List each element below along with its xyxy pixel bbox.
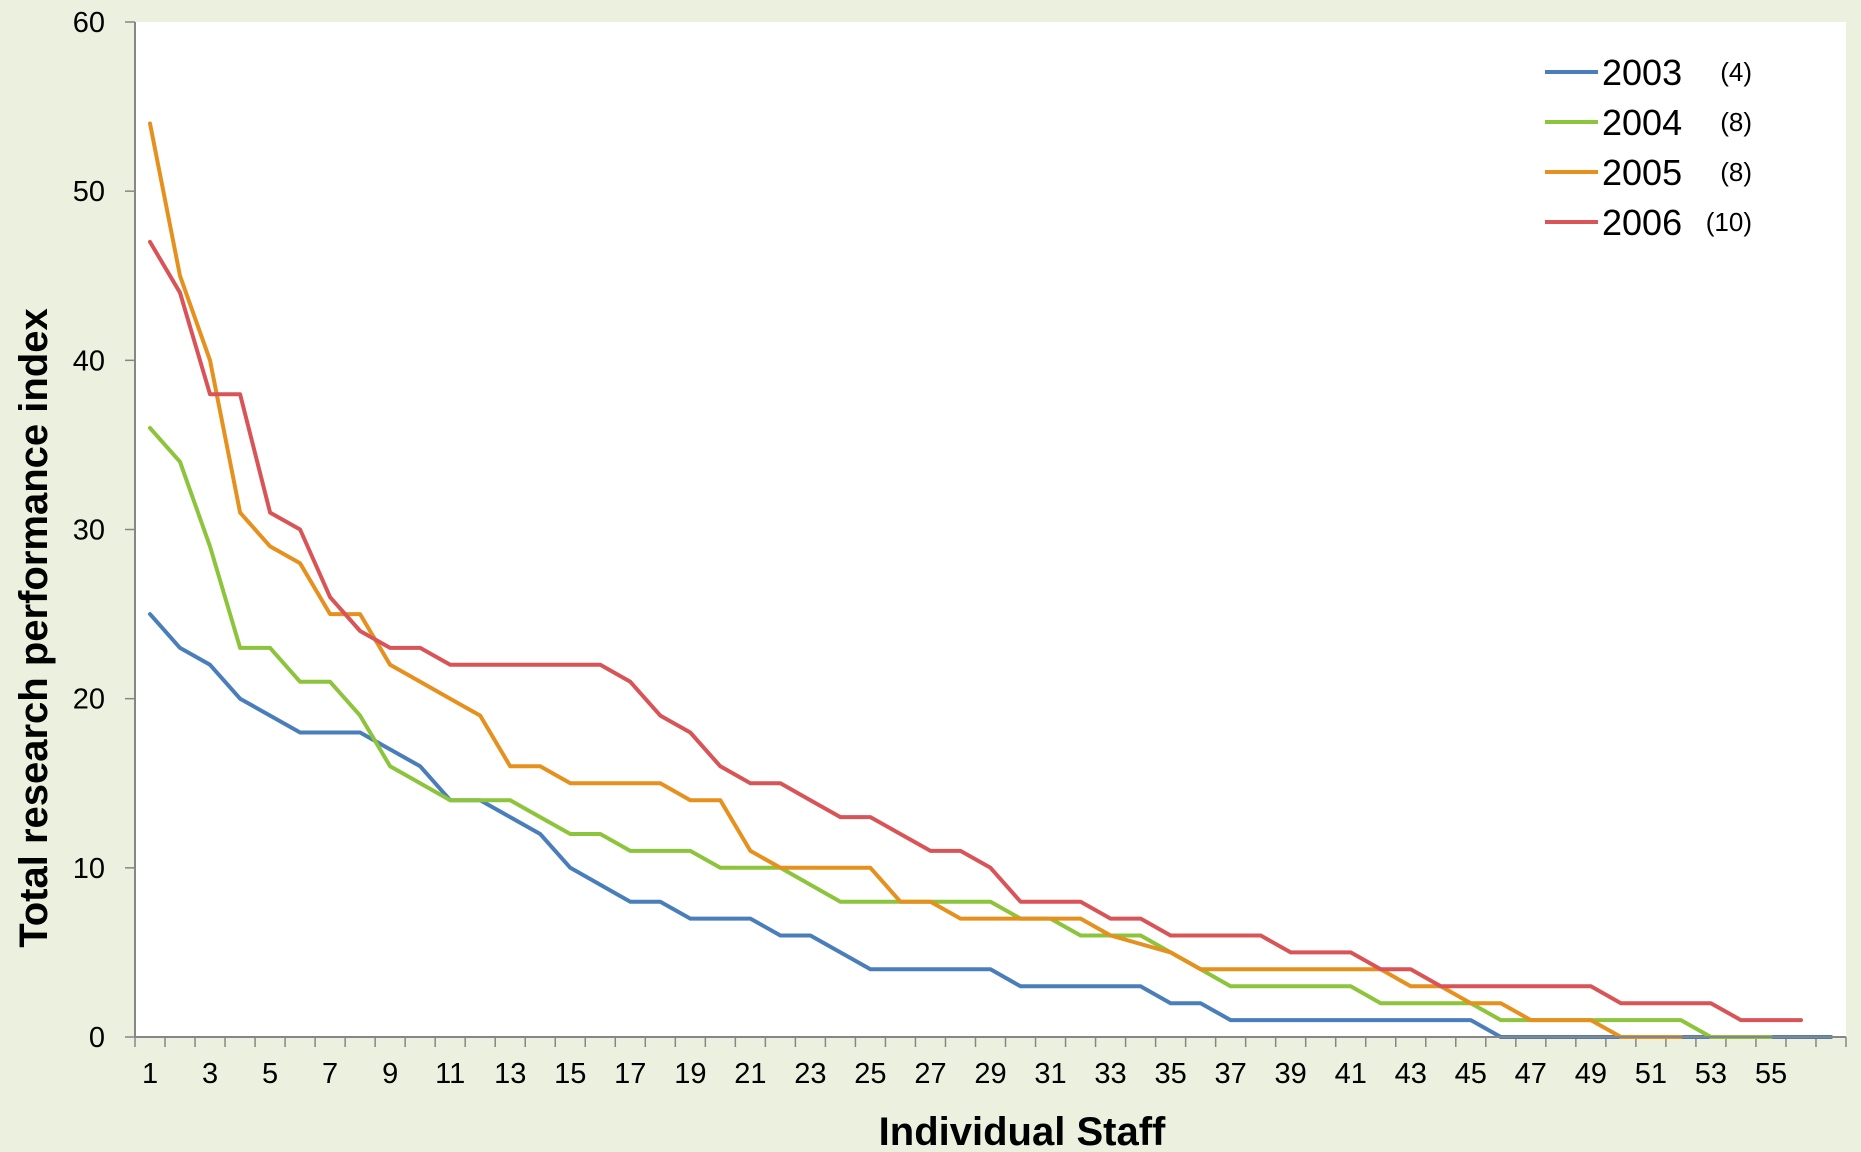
x-tick-label: 19 [674, 1058, 706, 1090]
x-tick-label: 5 [262, 1058, 278, 1090]
x-tick-label: 1 [142, 1058, 158, 1090]
plot-area [135, 22, 1846, 1037]
x-tick-label: 39 [1275, 1058, 1307, 1090]
legend-label-2003: 2003 [1602, 52, 1682, 93]
x-tick-label: 3 [202, 1058, 218, 1090]
x-tick-label: 43 [1395, 1058, 1427, 1090]
series-line-2004 [148, 426, 1773, 1039]
x-tick-label: 31 [1034, 1058, 1066, 1090]
y-tick-label: 50 [73, 176, 105, 208]
legend-count-2006: (10) [1706, 207, 1752, 237]
y-tick-label: 60 [73, 7, 105, 39]
x-tick-label: 37 [1215, 1058, 1247, 1090]
x-tick-label: 11 [435, 1058, 465, 1090]
y-axis-title: Total research performance index [12, 308, 56, 948]
x-tick-label: 47 [1515, 1058, 1547, 1090]
x-tick-label: 21 [734, 1058, 766, 1090]
x-tick-label: 13 [494, 1058, 526, 1090]
x-axis-tick-labels: 1 3 5 7 9 11 13 15 17 19 21 23 25 27 29 31 33 35 37 39 41 43 4… [142, 1058, 1787, 1090]
x-tick-label: 27 [914, 1058, 946, 1090]
legend-count-2005: (8) [1720, 157, 1752, 187]
legend-label-2005: 2005 [1602, 152, 1682, 193]
series-line-2006 [148, 239, 1803, 1023]
legend-count-2004: (8) [1720, 107, 1752, 137]
x-tick-label: 49 [1575, 1058, 1607, 1090]
x-tick-label: 35 [1154, 1058, 1186, 1090]
y-axis-tick-labels: 0 10 20 30 40 50 60 [73, 7, 105, 1054]
x-tick-label: 25 [854, 1058, 886, 1090]
y-tick-label: 20 [73, 684, 105, 716]
x-tick-label: 51 [1635, 1058, 1667, 1090]
x-tick-label: 55 [1755, 1058, 1787, 1090]
legend: 2003 (4) 2004 (8) 2005 (8) 2006 (10) [1545, 52, 1752, 243]
y-tick-label: 40 [73, 345, 105, 377]
y-tick-label: 10 [73, 853, 105, 885]
x-tick-label: 17 [614, 1058, 646, 1090]
x-tick-label: 53 [1695, 1058, 1727, 1090]
x-axis-title: Individual Staff [879, 1110, 1166, 1152]
x-tick-label: 9 [382, 1058, 398, 1090]
legend-label-2004: 2004 [1602, 102, 1682, 143]
x-tick-label: 29 [974, 1058, 1006, 1090]
y-tick-label: 0 [89, 1022, 105, 1054]
x-tick-label: 7 [322, 1058, 338, 1090]
legend-label-2006: 2006 [1602, 202, 1682, 243]
x-tick-label: 41 [1335, 1058, 1367, 1090]
x-axis-ticks [134, 1037, 1847, 1047]
x-tick-label: 23 [794, 1058, 826, 1090]
legend-count-2003: (4) [1720, 57, 1752, 87]
x-tick-label: 15 [554, 1058, 586, 1090]
x-tick-label: 45 [1455, 1058, 1487, 1090]
y-axis-ticks [125, 21, 135, 1038]
y-tick-label: 30 [73, 515, 105, 547]
series-lines [148, 121, 1833, 1039]
series-line-2005 [148, 121, 1683, 1039]
x-tick-label: 33 [1094, 1058, 1126, 1090]
